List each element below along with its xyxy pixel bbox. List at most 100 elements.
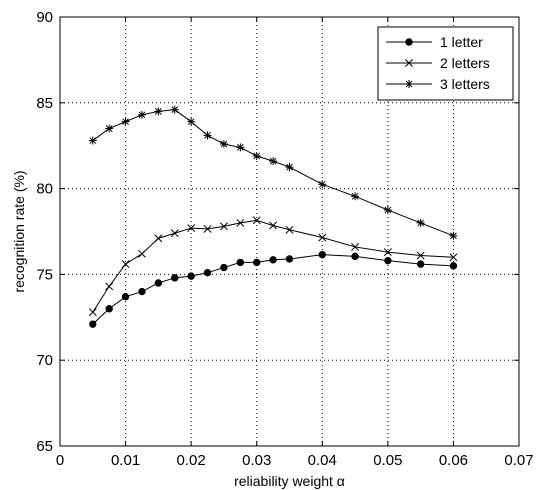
x-marker-stroke bbox=[405, 59, 413, 67]
data-point-star bbox=[137, 110, 146, 119]
x-tick-label: 0.04 bbox=[308, 452, 337, 469]
x-marker-stroke bbox=[383, 248, 392, 257]
data-point-dot bbox=[171, 274, 179, 282]
series-line bbox=[92, 254, 454, 325]
data-point-star bbox=[219, 139, 228, 148]
data-point-dot bbox=[220, 263, 228, 272]
star-marker-stroke bbox=[417, 219, 424, 227]
data-point-x bbox=[405, 59, 413, 67]
data-point-star bbox=[88, 136, 97, 145]
star-marker-stroke bbox=[286, 163, 293, 171]
data-point-dot bbox=[154, 279, 163, 287]
data-point-star bbox=[405, 80, 413, 88]
x-tick-label: 0.06 bbox=[439, 452, 468, 469]
data-point-x bbox=[138, 249, 146, 258]
x-tick-label: 0.01 bbox=[111, 452, 140, 469]
y-tick-label: 70 bbox=[36, 352, 53, 369]
data-point-x bbox=[269, 221, 278, 230]
series-line bbox=[92, 219, 454, 313]
data-point-x bbox=[416, 251, 425, 260]
x-marker-stroke bbox=[269, 221, 278, 230]
star-marker-stroke bbox=[318, 180, 326, 188]
star-marker-stroke bbox=[253, 152, 261, 160]
y-axis-label: recognition rate (%) bbox=[11, 170, 27, 292]
legend-item: 1 letter bbox=[386, 34, 483, 50]
plot-frame bbox=[59, 16, 520, 447]
legend-label: 2 letters bbox=[440, 55, 490, 71]
x-marker-stroke bbox=[121, 260, 130, 269]
y-tick-label: 75 bbox=[36, 266, 53, 283]
x-marker-stroke bbox=[285, 225, 294, 234]
data-point-x bbox=[187, 224, 196, 233]
data-point-dot bbox=[121, 293, 130, 301]
x-marker-stroke bbox=[416, 251, 425, 260]
star-marker-stroke bbox=[450, 232, 457, 240]
star-marker-stroke bbox=[105, 125, 113, 132]
data-point-x bbox=[252, 216, 261, 225]
data-point-star bbox=[236, 143, 245, 152]
data-point-dot bbox=[449, 262, 458, 270]
legend-label: 1 letter bbox=[440, 34, 483, 50]
x-tick-label: 0.03 bbox=[242, 452, 271, 469]
data-point-x bbox=[351, 242, 360, 251]
data-point-dot bbox=[187, 272, 195, 280]
x-marker-stroke bbox=[351, 242, 360, 251]
y-tick-label: 90 bbox=[36, 9, 53, 26]
data-point-star bbox=[252, 151, 261, 160]
star-marker-stroke bbox=[171, 106, 179, 114]
star-marker-stroke bbox=[405, 80, 413, 88]
star-marker-stroke bbox=[155, 108, 162, 115]
x-marker-stroke bbox=[170, 229, 179, 238]
data-point-x bbox=[170, 229, 179, 238]
data-point-x bbox=[449, 253, 458, 262]
data-point-dot bbox=[285, 255, 294, 263]
series-1 bbox=[89, 250, 458, 328]
data-point-dot bbox=[138, 287, 146, 296]
tick-labels: 0 0.01 0.02 0.03 0.04 0.05 0.06 0.07 65 70 75 80 85 9… bbox=[36, 9, 533, 469]
data-point-dot bbox=[203, 268, 212, 277]
data-point-star bbox=[318, 180, 327, 189]
data-point-star bbox=[170, 105, 179, 114]
data-point-star bbox=[154, 107, 163, 116]
data-point-star bbox=[416, 218, 425, 227]
x-tick-label: 0.05 bbox=[373, 452, 402, 469]
data-point-dot bbox=[105, 305, 113, 313]
data-point-star bbox=[187, 117, 196, 126]
star-marker-stroke bbox=[138, 111, 146, 119]
series-line bbox=[92, 109, 454, 237]
x-marker-stroke bbox=[449, 253, 458, 262]
star-marker-stroke bbox=[236, 144, 244, 151]
data-point-x bbox=[383, 248, 392, 257]
data-point-dot bbox=[253, 258, 261, 267]
legend-item: 2 letters bbox=[386, 55, 490, 71]
data-point-star bbox=[449, 231, 458, 240]
legend-item: 3 letters bbox=[386, 76, 490, 92]
y-tick-label: 65 bbox=[36, 438, 53, 455]
x-marker-stroke bbox=[203, 224, 212, 233]
data-point-x bbox=[154, 234, 163, 243]
star-marker-stroke bbox=[89, 137, 97, 144]
x-marker-stroke bbox=[187, 224, 196, 233]
x-marker-stroke bbox=[252, 216, 261, 225]
series-3 bbox=[88, 105, 458, 240]
x-tick-label: 0.02 bbox=[177, 452, 206, 469]
data-point-dot bbox=[405, 38, 413, 46]
x-marker-stroke bbox=[88, 308, 97, 317]
axes bbox=[59, 16, 520, 447]
data-point-star bbox=[203, 131, 212, 140]
data-point-dot bbox=[351, 252, 359, 261]
legend: 1 letter 2 letters 3 letters bbox=[377, 26, 514, 101]
data-point-x bbox=[285, 225, 294, 234]
data-point-x bbox=[219, 222, 228, 231]
data-point-x bbox=[236, 218, 245, 227]
star-marker-stroke bbox=[187, 118, 195, 126]
x-marker-stroke bbox=[154, 234, 163, 243]
data-point-x bbox=[121, 260, 130, 269]
data-point-dot bbox=[89, 320, 97, 328]
data-point-star bbox=[351, 192, 360, 201]
star-marker-stroke bbox=[269, 157, 277, 165]
series-2 bbox=[88, 216, 458, 317]
data-point-star bbox=[105, 124, 114, 133]
